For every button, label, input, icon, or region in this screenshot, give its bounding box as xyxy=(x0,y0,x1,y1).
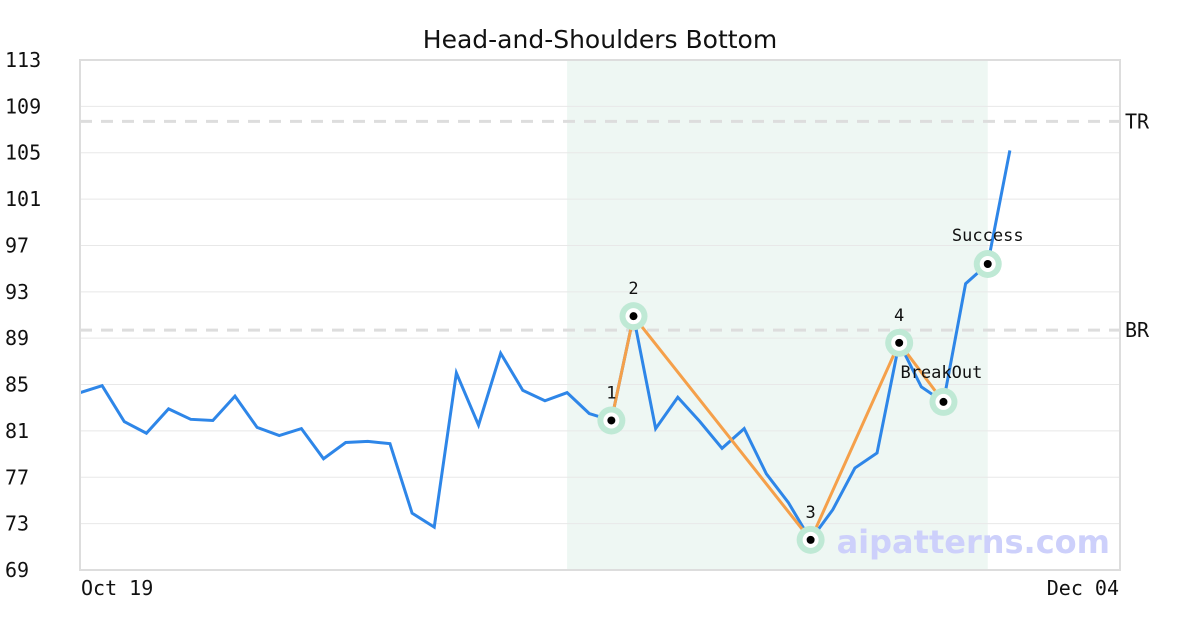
watermark: aipatterns.com xyxy=(837,523,1110,561)
y-tick-label: 113 xyxy=(5,48,41,72)
plot-frame xyxy=(79,59,1121,571)
pattern-label: 1 xyxy=(606,383,616,403)
y-tick-label: 85 xyxy=(5,373,29,397)
y-tick-label: 101 xyxy=(5,187,41,211)
marker-dot xyxy=(806,535,815,544)
marker-dot xyxy=(895,338,904,347)
x-tick-start: Oct 19 xyxy=(81,576,153,600)
reference-label-tr: TR xyxy=(1125,109,1150,133)
marker-dot xyxy=(939,397,948,406)
y-tick-label: 69 xyxy=(5,558,29,582)
chart-title: Head-and-Shoulders Bottom xyxy=(423,25,777,54)
pattern-label: Success xyxy=(952,226,1024,246)
pattern-label: 4 xyxy=(894,306,904,326)
reference-label-br: BR xyxy=(1125,318,1150,342)
x-tick-end: Dec 04 xyxy=(1047,576,1119,600)
y-tick-label: 73 xyxy=(5,512,29,536)
price-line xyxy=(79,150,1012,543)
pattern-label: 2 xyxy=(628,279,638,299)
y-tick-label: 77 xyxy=(5,465,29,489)
y-tick-label: 109 xyxy=(5,94,41,118)
pattern-label: BreakOut xyxy=(900,363,982,383)
pattern-label: 3 xyxy=(805,503,815,523)
marker-dot xyxy=(983,260,992,268)
y-tick-label: 93 xyxy=(5,280,29,304)
y-tick-label: 105 xyxy=(5,141,41,165)
y-tick-label: 81 xyxy=(5,419,29,443)
y-tick-label: 89 xyxy=(5,326,29,350)
y-tick-label: 97 xyxy=(5,233,29,257)
marker-dot xyxy=(607,416,616,425)
marker-dot xyxy=(629,312,638,321)
